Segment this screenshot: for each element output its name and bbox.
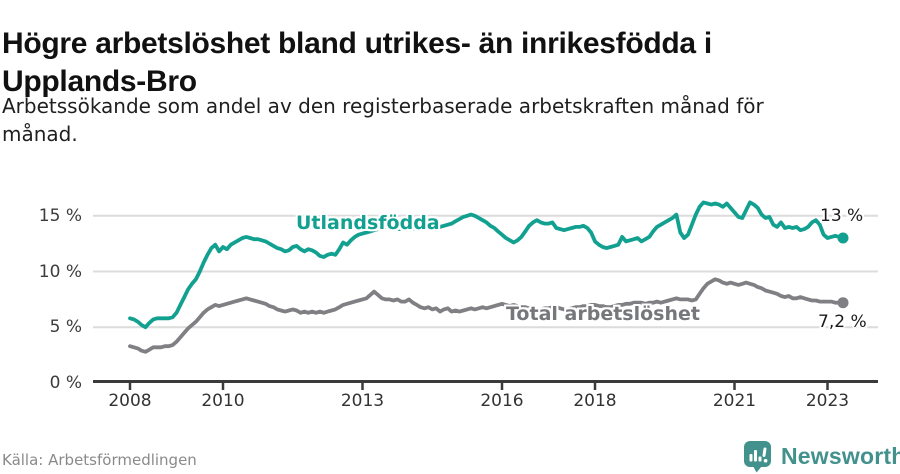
y-tick-label-5: 5 % — [49, 317, 82, 338]
series-end-dot-total — [837, 297, 849, 309]
title-line-1: Högre arbetslöshet bland utrikes- än inr… — [2, 27, 712, 61]
series-line-utlandsfodda — [128, 200, 845, 330]
page-title: Högre arbetslöshet bland utrikes- än inr… — [2, 25, 712, 101]
x-tick-label-2013: 2013 — [340, 391, 385, 411]
newsworthy-brand: Newsworthy — [743, 440, 900, 474]
series-end-dot-utlandsfodda — [837, 232, 849, 244]
newsworthy-brand-name: Newsworthy — [781, 443, 900, 469]
series-label-utlandsfodda: Utlandsfödda — [296, 212, 440, 234]
source-credit: Källa: Arbetsförmedlingen — [2, 451, 197, 469]
subtitle-line-2: månad. — [2, 121, 78, 146]
x-tick-label-2023: 2023 — [805, 391, 850, 411]
subtitle-line-1: Arbetssökande som andel av den registerb… — [2, 94, 764, 118]
x-tick-label-2021: 2021 — [712, 391, 757, 411]
chart-subtitle: Arbetssökande som andel av den registerb… — [2, 93, 764, 148]
newsworthy-logo-icon — [743, 440, 773, 474]
end-value-label-total: 7,2 % — [818, 312, 867, 332]
x-tick-label-2018: 2018 — [573, 391, 617, 411]
title-line-2: Upplands-Bro — [2, 65, 197, 99]
y-tick-label-10: 10 % — [38, 261, 82, 282]
series-label-total-arbetsloshet: Total arbetslöshet — [506, 303, 700, 325]
series-line-total — [128, 277, 845, 354]
y-tick-label-0: 0 % — [49, 373, 82, 393]
x-tick-label-2008: 2008 — [108, 391, 152, 411]
y-tick-label-15: 15 % — [38, 205, 82, 226]
x-tick-label-2010: 2010 — [201, 391, 245, 411]
x-tick-label-2016: 2016 — [480, 391, 524, 411]
end-value-label-utlandsfodda: 13 % — [820, 206, 864, 226]
